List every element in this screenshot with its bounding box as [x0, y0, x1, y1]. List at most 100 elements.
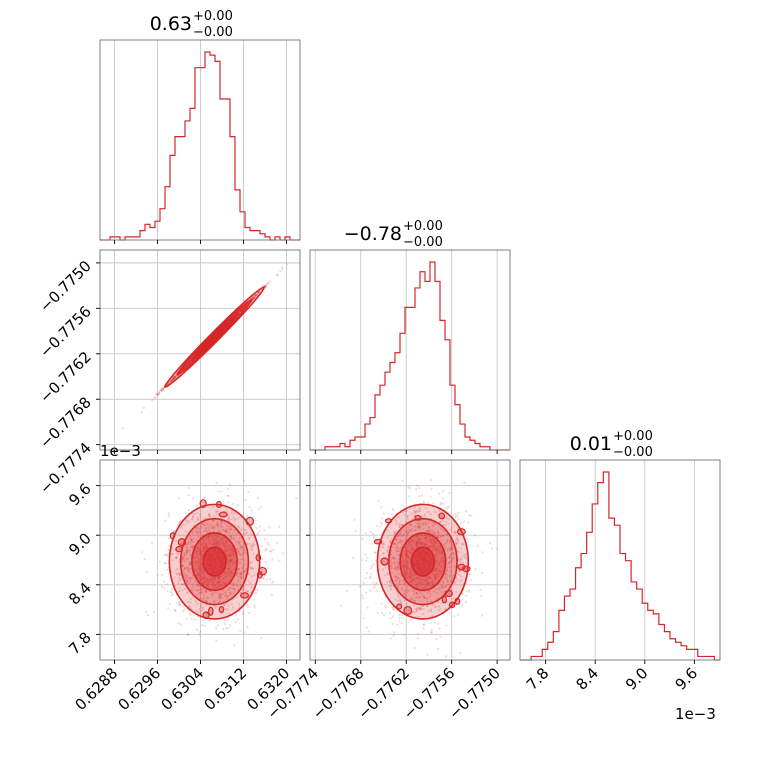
scatter-point [415, 539, 418, 542]
scatter-point [429, 576, 432, 579]
scatter-point [239, 516, 242, 519]
scatter-point [276, 273, 279, 276]
scatter-point [467, 521, 470, 524]
scatter-point [403, 583, 406, 586]
scatter-point [243, 570, 246, 573]
scatter-point [181, 556, 184, 559]
scatter-point [236, 503, 239, 506]
scatter-point [429, 530, 432, 533]
scatter-point [236, 551, 239, 554]
scatter-point [424, 579, 427, 582]
scatter-point [402, 504, 405, 508]
scatter-point [201, 550, 204, 553]
scatter-point [427, 609, 431, 613]
scatter-point [270, 593, 273, 597]
scatter-point [405, 561, 408, 564]
scatter-point [435, 568, 438, 572]
scatter-point [417, 537, 421, 540]
title-upper-error: +0.00 [193, 9, 233, 24]
scatter-point [222, 581, 226, 584]
scatter-point [431, 542, 434, 545]
scatter-point [188, 361, 192, 364]
scatter-point [397, 534, 400, 537]
scatter-point [448, 541, 451, 545]
scatter-point [451, 547, 454, 550]
scatter-point [234, 529, 237, 532]
scatter-point [227, 568, 231, 571]
scatter-point [435, 554, 438, 557]
scatter-point [184, 364, 187, 367]
scatter-point [435, 637, 438, 641]
scatter-point [187, 361, 190, 365]
scatter-point [381, 560, 384, 563]
scatter-point [268, 577, 271, 580]
scatter-point [220, 583, 223, 586]
scatter-point [197, 546, 200, 549]
scatter-point [438, 569, 441, 573]
scatter-point [224, 595, 227, 598]
scatter-point [177, 576, 180, 579]
scatter-point [227, 559, 230, 562]
scatter-point [217, 530, 221, 533]
scatter-point [197, 571, 201, 575]
scatter-point [202, 583, 205, 586]
scatter-point [398, 583, 401, 586]
scatter-point [186, 363, 189, 366]
scatter-point [173, 376, 176, 379]
scatter-point [191, 573, 194, 577]
scatter-point [418, 526, 422, 529]
scatter-point [239, 558, 242, 561]
scatter-point [418, 581, 422, 585]
scatter-point [419, 507, 422, 511]
scatter-point [197, 565, 200, 568]
scatter-point [190, 617, 193, 620]
scatter-point [171, 570, 174, 574]
scatter-point [432, 578, 435, 581]
scatter-point [395, 549, 399, 553]
scatter-point [213, 606, 217, 609]
scatter-point [428, 544, 431, 548]
scatter-point [385, 580, 388, 583]
scatter-point [184, 518, 188, 521]
density-contour-fragment [384, 518, 393, 524]
scatter-point [416, 522, 419, 525]
scatter-point [409, 544, 412, 547]
scatter-point [458, 570, 461, 573]
scatter-point [409, 577, 412, 580]
scatter-point [420, 590, 423, 593]
scatter-point [469, 579, 473, 582]
scatter-point [441, 550, 444, 553]
scatter-point [202, 517, 205, 520]
scatter-point [140, 551, 144, 554]
scatter-point [245, 589, 249, 593]
scatter-point [456, 542, 459, 545]
scatter-point [414, 510, 417, 513]
scatter-point [230, 582, 233, 585]
scatter-point [189, 568, 192, 571]
scatter-point [235, 541, 238, 544]
scatter-point [430, 631, 433, 634]
scatter-point [224, 575, 227, 578]
scatter-point [227, 548, 230, 552]
scatter-point [375, 590, 378, 593]
scatter-point [222, 543, 225, 547]
scatter-point [224, 530, 227, 533]
density-contour-fragment [218, 605, 225, 614]
scatter-point [201, 571, 204, 574]
scatter-point [171, 592, 174, 596]
scatter-point [223, 573, 226, 576]
density-contour-fragment [245, 516, 255, 526]
scatter-point [432, 548, 435, 551]
scatter-point [415, 584, 418, 588]
scatter-point [226, 554, 229, 557]
scatter-point [210, 583, 213, 586]
scatter-point [443, 575, 446, 578]
scatter-point [203, 530, 206, 533]
scatter-point [396, 541, 399, 544]
scatter-point [251, 567, 254, 570]
scatter-point [229, 570, 232, 573]
scatter-point [416, 592, 419, 595]
scatter-point [146, 613, 149, 617]
scatter-point [455, 537, 458, 540]
scatter-point [418, 607, 422, 610]
